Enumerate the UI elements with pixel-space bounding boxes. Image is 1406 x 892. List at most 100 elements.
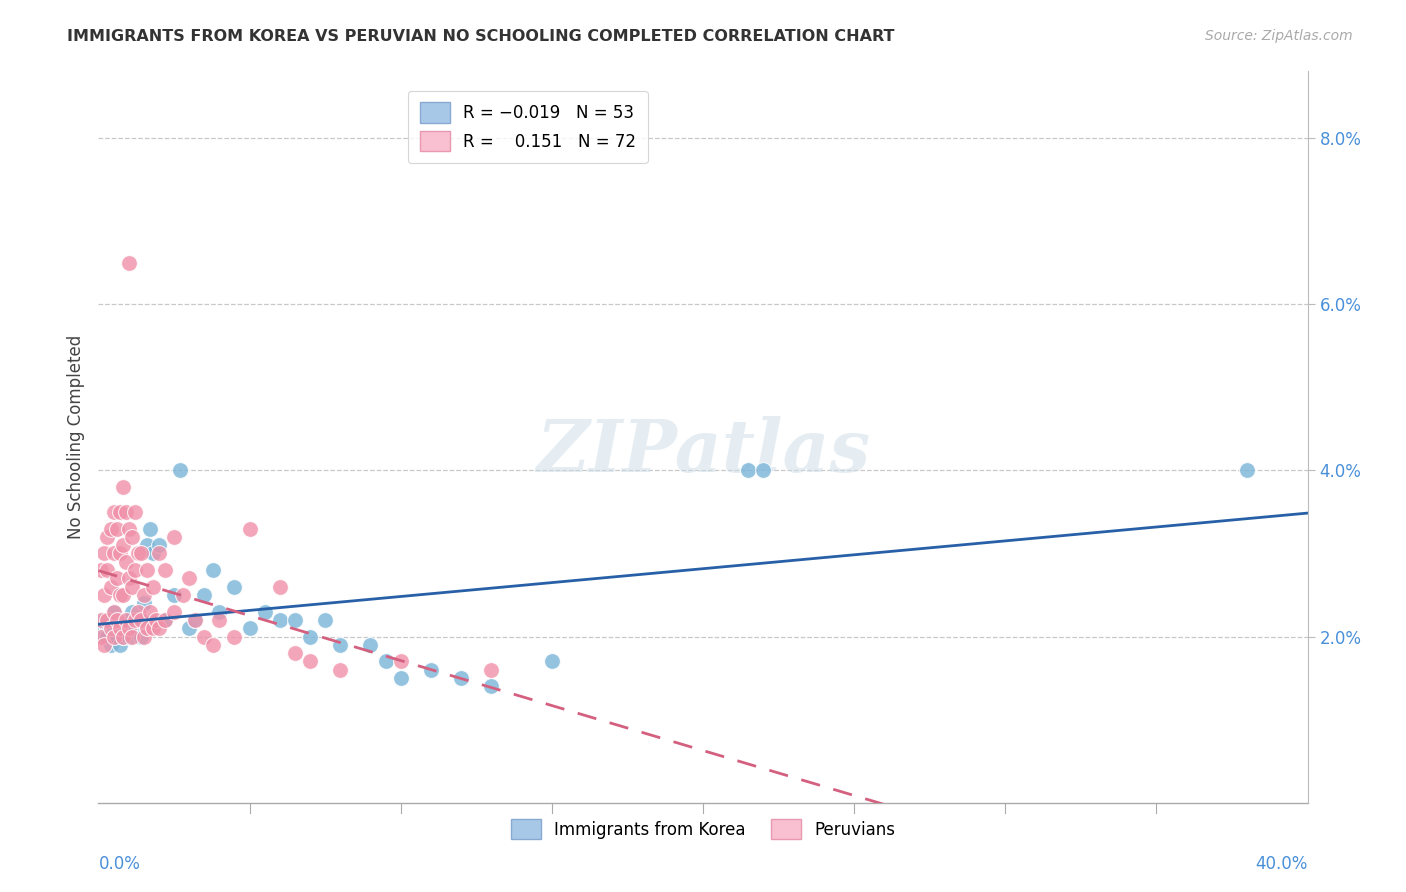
Point bbox=[111, 630, 134, 644]
Point bbox=[124, 613, 146, 627]
Point bbox=[450, 671, 472, 685]
Point bbox=[202, 563, 225, 577]
Point bbox=[135, 621, 157, 635]
Point bbox=[129, 613, 152, 627]
Point bbox=[100, 580, 122, 594]
Point bbox=[172, 588, 194, 602]
Point bbox=[224, 630, 246, 644]
Point bbox=[153, 563, 176, 577]
Point bbox=[100, 638, 122, 652]
Point bbox=[374, 655, 396, 669]
Point bbox=[148, 538, 170, 552]
Point bbox=[135, 538, 157, 552]
Point bbox=[121, 630, 143, 644]
Y-axis label: No Schooling Completed: No Schooling Completed bbox=[66, 335, 84, 539]
Point bbox=[111, 538, 134, 552]
Point bbox=[103, 605, 125, 619]
Point bbox=[96, 613, 118, 627]
Legend: Immigrants from Korea, Peruvians: Immigrants from Korea, Peruvians bbox=[501, 809, 905, 849]
Point bbox=[111, 588, 134, 602]
Point bbox=[148, 546, 170, 560]
Point bbox=[105, 521, 128, 535]
Point bbox=[96, 563, 118, 577]
Point bbox=[389, 655, 412, 669]
Point bbox=[481, 663, 503, 677]
Point bbox=[111, 613, 134, 627]
Point bbox=[314, 613, 336, 627]
Point bbox=[118, 255, 141, 269]
Point bbox=[153, 613, 176, 627]
Text: 40.0%: 40.0% bbox=[1256, 855, 1308, 873]
Point bbox=[132, 596, 155, 610]
Point bbox=[269, 580, 291, 594]
Point bbox=[114, 613, 136, 627]
Point bbox=[179, 571, 201, 585]
Point bbox=[179, 621, 201, 635]
Point bbox=[239, 521, 262, 535]
Point bbox=[420, 663, 443, 677]
Point bbox=[132, 630, 155, 644]
Point bbox=[253, 605, 276, 619]
Point bbox=[329, 638, 352, 652]
Point bbox=[153, 613, 176, 627]
Point bbox=[139, 521, 162, 535]
Point bbox=[127, 605, 149, 619]
Point bbox=[193, 630, 215, 644]
Point bbox=[105, 630, 128, 644]
Point bbox=[540, 655, 562, 669]
Point bbox=[360, 638, 382, 652]
Point bbox=[737, 463, 759, 477]
Point bbox=[96, 530, 118, 544]
Point bbox=[139, 605, 162, 619]
Point bbox=[118, 613, 141, 627]
Text: 0.0%: 0.0% bbox=[98, 855, 141, 873]
Point bbox=[224, 580, 246, 594]
Point bbox=[105, 571, 128, 585]
Text: IMMIGRANTS FROM KOREA VS PERUVIAN NO SCHOOLING COMPLETED CORRELATION CHART: IMMIGRANTS FROM KOREA VS PERUVIAN NO SCH… bbox=[67, 29, 896, 45]
Point bbox=[121, 580, 143, 594]
Point bbox=[100, 621, 122, 635]
Point bbox=[103, 630, 125, 644]
Point bbox=[299, 630, 322, 644]
Point bbox=[752, 463, 775, 477]
Point bbox=[111, 630, 134, 644]
Point bbox=[114, 555, 136, 569]
Point bbox=[93, 588, 115, 602]
Point bbox=[90, 621, 112, 635]
Point bbox=[103, 505, 125, 519]
Point bbox=[114, 621, 136, 635]
Point bbox=[90, 613, 112, 627]
Point bbox=[239, 621, 262, 635]
Point bbox=[93, 638, 115, 652]
Point bbox=[118, 621, 141, 635]
Point bbox=[389, 671, 412, 685]
Point bbox=[103, 605, 125, 619]
Point bbox=[193, 588, 215, 602]
Point bbox=[90, 630, 112, 644]
Point bbox=[184, 613, 207, 627]
Text: Source: ZipAtlas.com: Source: ZipAtlas.com bbox=[1205, 29, 1353, 44]
Point bbox=[121, 605, 143, 619]
Point bbox=[142, 546, 165, 560]
Point bbox=[108, 621, 131, 635]
Point bbox=[269, 613, 291, 627]
Point bbox=[124, 563, 146, 577]
Point bbox=[142, 621, 165, 635]
Point bbox=[127, 546, 149, 560]
Point bbox=[163, 605, 186, 619]
Point bbox=[100, 521, 122, 535]
Point bbox=[132, 588, 155, 602]
Point bbox=[108, 546, 131, 560]
Point bbox=[202, 638, 225, 652]
Point bbox=[103, 621, 125, 635]
Point bbox=[124, 505, 146, 519]
Point bbox=[124, 621, 146, 635]
Point bbox=[90, 563, 112, 577]
Point bbox=[118, 521, 141, 535]
Point bbox=[284, 613, 307, 627]
Point bbox=[93, 613, 115, 627]
Point bbox=[129, 630, 152, 644]
Point bbox=[96, 630, 118, 644]
Point bbox=[299, 655, 322, 669]
Point bbox=[108, 505, 131, 519]
